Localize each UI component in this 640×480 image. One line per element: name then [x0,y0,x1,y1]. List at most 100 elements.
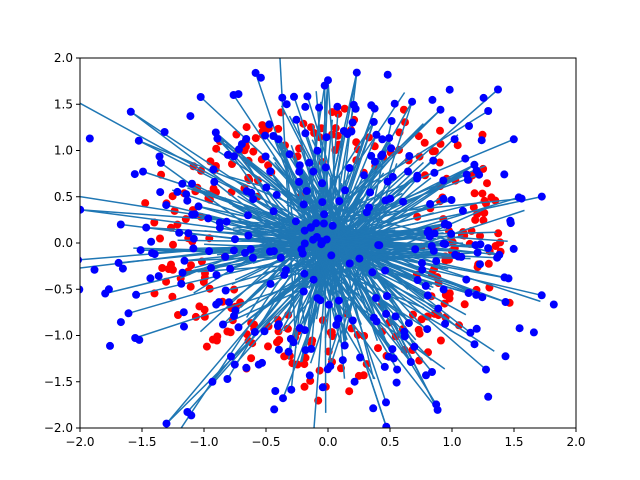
blue-point [365,203,373,212]
blue-point [335,197,344,206]
x-tick-label: −2.0 [65,435,94,449]
x-tick-label: 0.5 [380,435,399,449]
blue-point [479,93,488,102]
connection-line [224,197,428,330]
blue-point [404,319,413,328]
blue-point [273,0,281,2]
blue-point [309,235,318,244]
blue-point [399,197,408,206]
blue-point [381,266,390,275]
red-point [470,189,479,198]
blue-point [432,400,441,409]
red-point [479,216,488,225]
blue-point [282,100,291,109]
blue-point [345,259,354,268]
blue-point [242,187,251,196]
blue-point [493,253,502,262]
blue-point [470,340,479,349]
red-point [169,240,177,249]
blue-point [448,116,457,125]
blue-point [500,170,509,179]
blue-point [439,285,448,294]
blue-point [271,387,280,395]
blue-point [251,68,260,77]
blue-point [64,300,72,308]
blue-point [242,363,251,372]
blue-point [261,152,270,161]
blue-point [313,146,322,155]
blue-point [234,323,243,332]
blue-point [221,252,230,261]
red-point [460,300,469,309]
blue-point [501,298,510,306]
blue-point [360,171,368,180]
blue-point [256,73,265,82]
blue-point [476,240,485,249]
blue-point [299,287,308,296]
blue-point [177,279,186,288]
blue-point [427,242,436,251]
blue-point [160,450,168,458]
blue-point [439,239,448,248]
red-point [273,338,281,347]
blue-point [458,206,467,215]
blue-point [404,167,412,176]
blue-point [333,102,342,111]
blue-point [291,217,300,226]
blue-point [212,271,221,279]
blue-point [297,245,306,254]
blue-point [190,210,199,219]
blue-point [356,353,365,362]
blue-point [300,226,309,235]
x-tick-label: 1.5 [504,435,523,449]
red-point [168,292,177,301]
connection-line [214,133,471,334]
blue-point [375,241,384,250]
blue-point [230,152,238,161]
blue-point [173,187,182,196]
red-point [471,215,480,224]
blue-point [184,229,193,238]
blue-point [484,392,493,401]
connection-line [297,121,375,345]
blue-point [270,405,279,414]
blue-point [212,300,221,309]
blue-point [441,319,450,328]
blue-point [322,133,331,142]
y-tick-label: −2.0 [44,421,73,435]
blue-point [439,194,448,203]
blue-point [266,279,275,288]
blue-point [382,398,390,407]
blue-point [227,352,235,361]
blue-point [178,179,187,188]
connection-line [287,154,340,352]
blue-point [186,112,195,121]
blue-point [413,276,422,284]
red-point [436,126,444,135]
blue-point [180,256,189,265]
blue-point [405,152,414,160]
blue-point [265,120,274,129]
blue-point [494,85,502,94]
red-point [453,141,462,150]
blue-point [104,285,113,294]
blue-point [229,246,238,255]
blue-point [295,324,304,333]
blue-point [175,228,184,237]
blue-point [529,328,538,337]
blue-point-series [64,0,558,458]
blue-point [313,294,322,303]
red-point [409,310,417,319]
connection-line [272,135,339,307]
blue-point [464,289,473,297]
blue-point [465,122,473,130]
blue-point [118,264,127,273]
blue-point [382,309,391,318]
blue-point [472,324,481,333]
blue-point [80,285,84,294]
blue-point [328,221,337,230]
plot-area [64,0,558,458]
blue-point [188,179,196,188]
blue-point [355,254,364,263]
connection-line [293,96,379,342]
